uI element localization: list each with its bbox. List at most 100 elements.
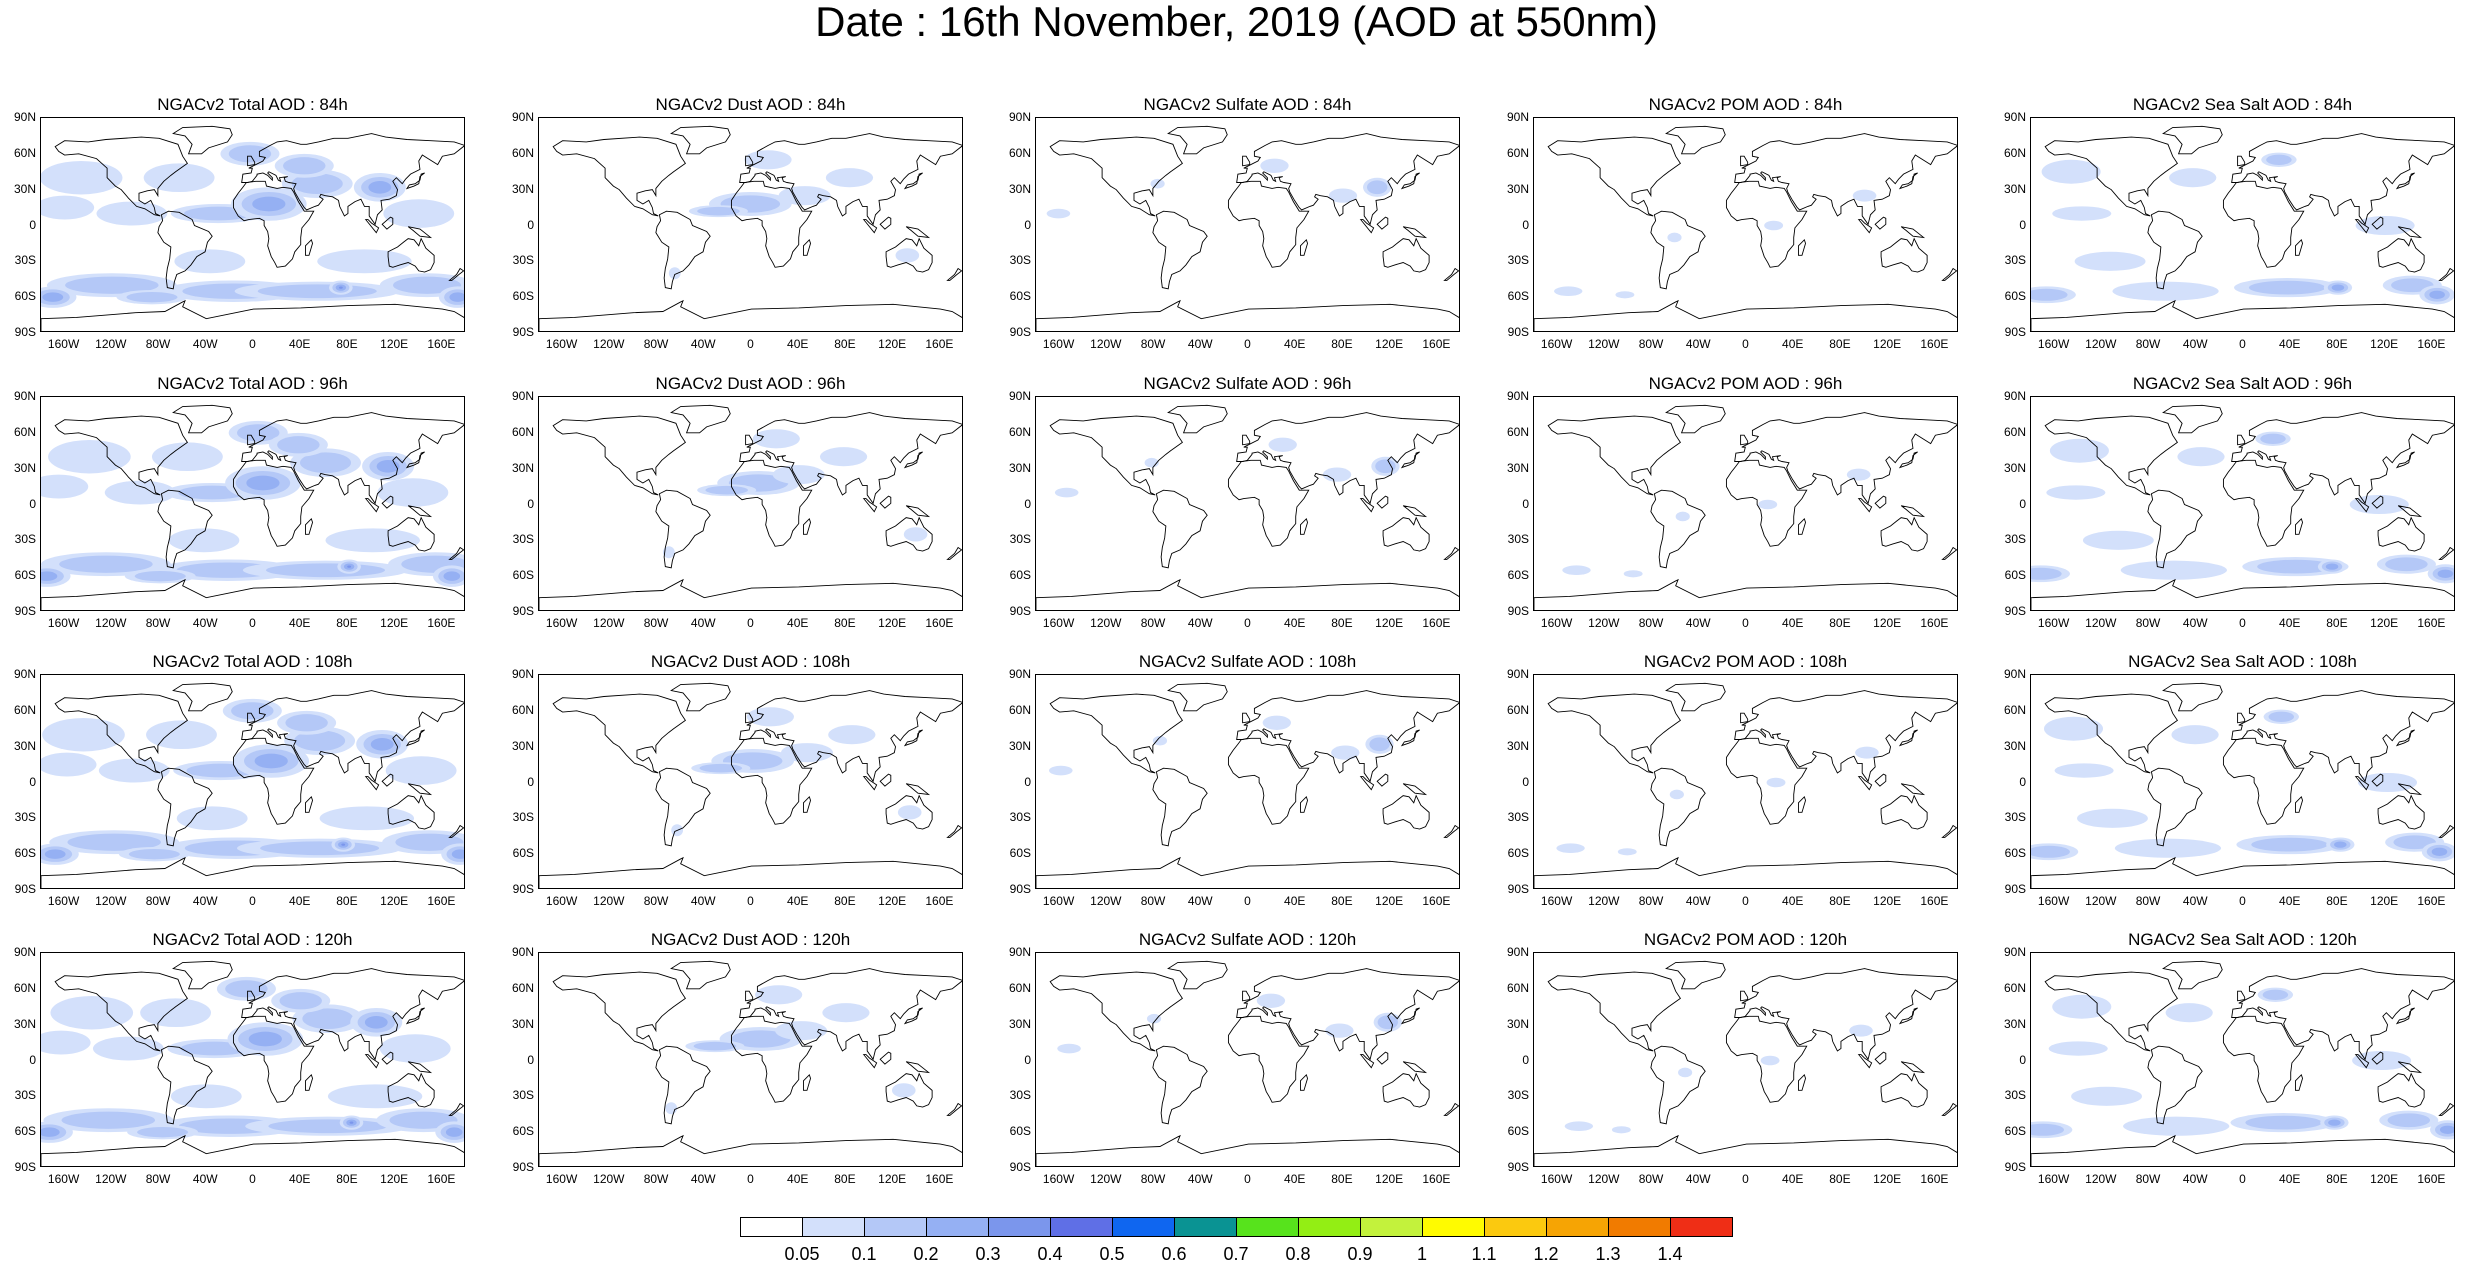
lon-tick-label: 40E — [787, 1172, 809, 1186]
lat-tick-label: 60S — [1009, 568, 1031, 583]
lon-tick-label: 80W — [1638, 1172, 1664, 1186]
lat-tick-label: 90N — [511, 945, 534, 959]
lon-tick-label: 120E — [1375, 337, 1404, 351]
aerosol-contour — [2439, 1125, 2454, 1134]
lat-tick-label: 90S — [2004, 1160, 2026, 1174]
aerosol-contour — [449, 292, 464, 302]
colorbar-swatch — [1670, 1217, 1733, 1237]
lat-tick-label: 60S — [2004, 289, 2026, 304]
lat-tick-label: 90S — [1009, 325, 1031, 339]
aerosol-contour — [319, 806, 415, 831]
coastline — [1534, 299, 1957, 331]
coastline — [903, 172, 923, 190]
world-map — [2031, 125, 2454, 331]
lon-tick-label: 120W — [593, 616, 625, 630]
coastline — [2162, 960, 2223, 990]
coastline — [2377, 237, 2425, 273]
lat-tick-label: 90N — [13, 389, 36, 403]
coastline — [2371, 1051, 2384, 1065]
coastline — [54, 971, 189, 1052]
colorbar-swatch — [1236, 1217, 1299, 1237]
aerosol-contour — [1611, 1126, 1631, 1134]
aerosol-contour — [268, 1119, 388, 1134]
lat-tick-label: 60S — [512, 846, 534, 861]
coastline — [407, 226, 433, 239]
aerosol-contour — [1256, 993, 1286, 1008]
lon-tick-label: 160E — [1422, 337, 1451, 351]
lat-tick-label: 60S — [2004, 1124, 2026, 1139]
lat-tick-label: 60N — [1008, 702, 1031, 717]
coastline — [2354, 498, 2370, 513]
map-frame — [1035, 674, 1460, 889]
coastline — [2222, 737, 2305, 825]
coastline — [2294, 1073, 2303, 1091]
aerosol-contour — [2391, 278, 2434, 293]
lat-tick-label: 60N — [2003, 145, 2026, 160]
aerosol-contour — [50, 996, 134, 1030]
aerosol-contour — [1366, 180, 1388, 195]
aerosol-contour — [752, 429, 800, 449]
lon-tick-label: 160W — [1042, 1172, 1075, 1186]
aerosol-contour — [370, 737, 394, 751]
coastline — [539, 1134, 962, 1166]
lat-tick-label: 90N — [13, 110, 36, 124]
coastline — [1941, 824, 1957, 838]
map-panel-total: NGACv2 Total AOD : 96h — [40, 374, 465, 611]
coastline — [1299, 517, 1308, 535]
lat-tick-label: 90N — [1506, 667, 1529, 681]
coastline — [2044, 971, 2179, 1052]
lon-tick-label: 80E — [1331, 1172, 1353, 1186]
lat-tick-label: 90N — [1008, 945, 1031, 959]
map-frame — [1035, 952, 1460, 1167]
lat-tick-label: 90N — [1008, 110, 1031, 124]
lon-tick-label: 40W — [2182, 1172, 2208, 1186]
coastline — [241, 133, 464, 226]
lat-tick-label: 90S — [14, 882, 36, 896]
aerosol-contour — [451, 849, 464, 859]
map-frame — [1533, 952, 1958, 1167]
coastline — [2395, 451, 2415, 469]
aerosol-contour — [300, 452, 352, 474]
map-frame — [40, 117, 465, 332]
lat-tick-label: 90S — [1507, 325, 1529, 339]
coastline — [1547, 136, 1682, 217]
lat-tick-label: 90S — [14, 604, 36, 618]
coastline — [1299, 795, 1308, 813]
coastline — [879, 495, 892, 509]
aerosol-contour — [1262, 715, 1291, 730]
lon-tick-label: 40W — [1685, 894, 1711, 908]
colorbar-swatch — [864, 1217, 927, 1237]
lon-tick-label: 40W — [1187, 616, 1213, 630]
coastline — [2371, 773, 2384, 787]
coastline — [670, 125, 731, 155]
coastline — [885, 794, 933, 830]
lat-tick-label: 30S — [1009, 810, 1031, 825]
lon-tick-label: 40W — [1187, 1172, 1213, 1186]
lon-tick-label: 120E — [380, 894, 409, 908]
colorbar-label: 0.4 — [1037, 1244, 1063, 1264]
coastline — [54, 415, 189, 496]
aerosol-contour — [1617, 848, 1637, 856]
world-map — [2031, 682, 2454, 888]
lat-tick-label: 0 — [1024, 774, 1031, 789]
lat-tick-label: 90N — [1008, 667, 1031, 681]
world-map — [1036, 960, 1459, 1166]
lon-tick-label: 80W — [2135, 616, 2161, 630]
coastline — [1797, 238, 1806, 256]
lon-tick-label: 160W — [1540, 337, 1573, 351]
coastline — [1725, 180, 1808, 268]
coastline — [552, 415, 687, 496]
lat-tick-label: 30S — [14, 532, 36, 547]
coastline — [381, 216, 394, 230]
coastline — [1167, 404, 1228, 434]
lat-tick-label: 90S — [1507, 882, 1529, 896]
aerosol-contour — [283, 157, 326, 175]
coastline — [157, 1045, 213, 1125]
lon-tick-label: 40E — [1284, 616, 1306, 630]
coastline — [1402, 783, 1428, 796]
aerosol-contour — [1766, 777, 1786, 788]
lon-tick-label: 80E — [336, 616, 358, 630]
world-map — [1534, 125, 1957, 331]
lat-tick-label: 0 — [527, 774, 534, 789]
coastline — [655, 489, 711, 569]
